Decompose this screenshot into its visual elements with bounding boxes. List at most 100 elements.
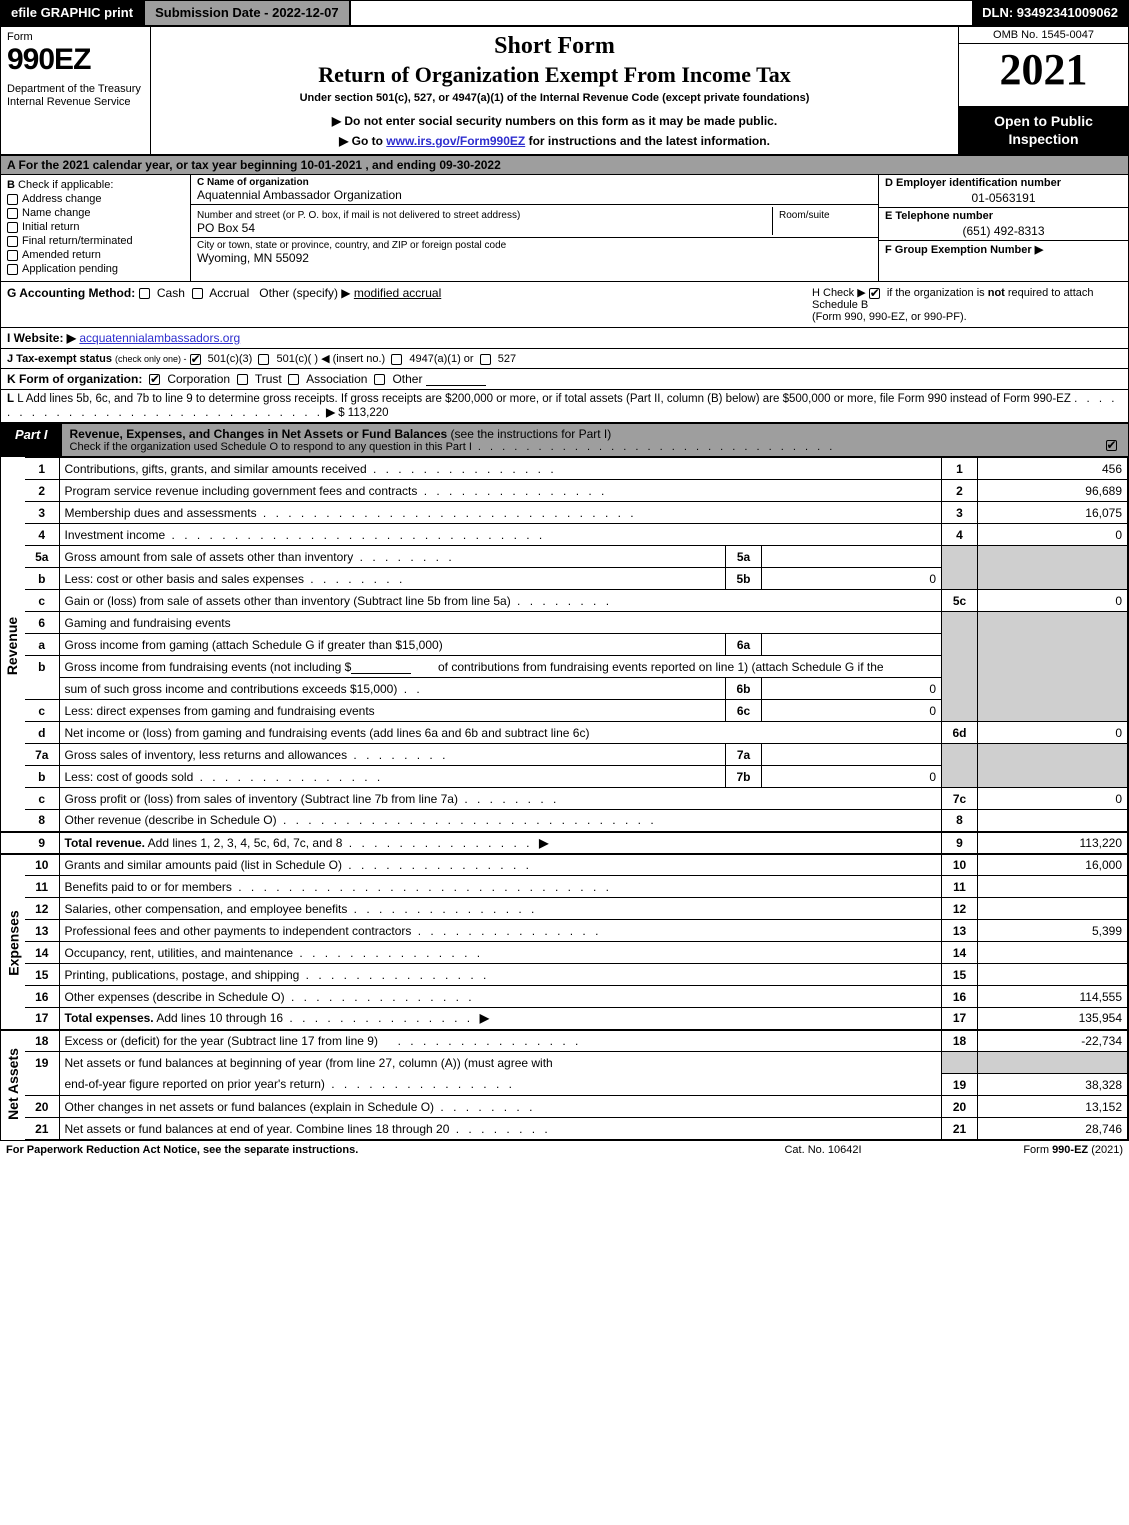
line-desc: Less: direct expenses from gaming and fu… xyxy=(65,704,375,718)
checkbox-icon[interactable] xyxy=(192,288,203,299)
line-value: 0 xyxy=(978,722,1128,744)
form-990ez-page: efile GRAPHIC print Submission Date - 20… xyxy=(0,0,1129,1141)
grey-cell xyxy=(978,744,1128,766)
line-rightnum: 17 xyxy=(942,1008,978,1030)
j-sub: (check only one) - xyxy=(115,354,187,364)
expenses-sidelabel: Expenses xyxy=(6,910,22,975)
line-desc: Other expenses (describe in Schedule O) xyxy=(65,990,285,1004)
line-desc: Net assets or fund balances at end of ye… xyxy=(65,1122,450,1136)
sub-value: 0 xyxy=(762,766,942,788)
line-desc: Gross amount from sale of assets other t… xyxy=(65,550,354,564)
grey-cell xyxy=(978,678,1128,700)
line-desc-bold: Total revenue. xyxy=(65,836,145,850)
line-num: 5a xyxy=(25,546,59,568)
part-i-tab: Part I xyxy=(1,424,62,456)
line-num: 20 xyxy=(25,1096,59,1118)
grey-cell xyxy=(942,612,978,634)
g-accrual: Accrual xyxy=(209,286,249,300)
checkbox-checked-icon[interactable] xyxy=(190,354,201,365)
line-rightnum: 14 xyxy=(942,942,978,964)
line-desc-bold: Total expenses. xyxy=(65,1011,154,1025)
sub-num: 6a xyxy=(726,634,762,656)
checkbox-checked-icon[interactable] xyxy=(1106,440,1117,451)
line-num: 16 xyxy=(25,986,59,1008)
table-row: 21 Net assets or fund balances at end of… xyxy=(1,1118,1128,1140)
department-label: Department of the Treasury Internal Reve… xyxy=(7,83,144,109)
table-row: 4 Investment income . . . . . . . . . . … xyxy=(1,524,1128,546)
line-value: 0 xyxy=(978,590,1128,612)
line-desc-2: of contributions from fundraising events… xyxy=(438,660,884,674)
table-row: 6 Gaming and fundraising events xyxy=(1,612,1128,634)
k-trust: Trust xyxy=(255,372,282,386)
top-bar: efile GRAPHIC print Submission Date - 20… xyxy=(1,1,1128,27)
k-other-input[interactable] xyxy=(426,374,486,386)
table-row: b Less: cost or other basis and sales ex… xyxy=(1,568,1128,590)
checkbox-icon[interactable] xyxy=(7,222,18,233)
checkbox-icon[interactable] xyxy=(237,374,248,385)
ssn-warning: ▶ Do not enter social security numbers o… xyxy=(161,114,948,128)
line-rightnum: 16 xyxy=(942,986,978,1008)
sub-value xyxy=(762,546,942,568)
arrow-icon: ▶ xyxy=(539,836,548,850)
checkbox-checked-icon[interactable] xyxy=(149,374,160,385)
line-num: 17 xyxy=(25,1008,59,1030)
checkbox-icon[interactable] xyxy=(374,374,385,385)
grey-cell xyxy=(942,700,978,722)
form-reference: Form 990-EZ (2021) xyxy=(923,1144,1123,1156)
grey-cell xyxy=(978,700,1128,722)
contrib-input[interactable] xyxy=(351,662,411,674)
checkbox-icon[interactable] xyxy=(480,354,491,365)
checkbox-icon[interactable] xyxy=(391,354,402,365)
table-row: Expenses 10 Grants and similar amounts p… xyxy=(1,854,1128,876)
checkbox-icon[interactable] xyxy=(288,374,299,385)
row-g-h: G Accounting Method: Cash Accrual Other … xyxy=(1,282,1128,328)
checkbox-icon[interactable] xyxy=(7,250,18,261)
line-rightnum: 2 xyxy=(942,480,978,502)
checkbox-checked-icon[interactable] xyxy=(869,288,880,299)
line-desc: Membership dues and assessments xyxy=(65,506,257,520)
checkbox-icon[interactable] xyxy=(7,236,18,247)
line-value xyxy=(978,876,1128,898)
line-num: 1 xyxy=(25,458,59,480)
sub-value xyxy=(762,634,942,656)
line-desc: Occupancy, rent, utilities, and maintena… xyxy=(65,946,294,960)
line-rightnum: 11 xyxy=(942,876,978,898)
part-i-checkbox-cell xyxy=(1098,424,1128,456)
line-desc: Excess or (deficit) for the year (Subtra… xyxy=(65,1034,378,1048)
line-desc: Investment income xyxy=(65,528,166,542)
line-rightnum: 1 xyxy=(942,458,978,480)
line-desc: Grants and similar amounts paid (list in… xyxy=(65,858,342,872)
sub-num: 5a xyxy=(726,546,762,568)
topbar-spacer xyxy=(351,1,973,25)
sub-value: 0 xyxy=(762,568,942,590)
table-row: 11 Benefits paid to or for members . . .… xyxy=(1,876,1128,898)
line-num: d xyxy=(25,722,59,744)
line-rightnum: 3 xyxy=(942,502,978,524)
section-b-through-f: B Check if applicable: Address change Na… xyxy=(1,175,1128,282)
table-row: Revenue 1 Contributions, gifts, grants, … xyxy=(1,458,1128,480)
part-i-table: Revenue 1 Contributions, gifts, grants, … xyxy=(1,457,1128,1140)
checkbox-icon[interactable] xyxy=(258,354,269,365)
checkbox-icon[interactable] xyxy=(7,194,18,205)
chk-label: Address change xyxy=(22,193,102,205)
arrow-icon: ▶ xyxy=(326,407,335,419)
dln-label: DLN: 93492341009062 xyxy=(972,1,1128,25)
line-desc: Printing, publications, postage, and shi… xyxy=(65,968,300,982)
checkbox-icon[interactable] xyxy=(139,288,150,299)
irs-link[interactable]: www.irs.gov/Form990EZ xyxy=(386,134,525,148)
line-value xyxy=(978,964,1128,986)
line-num: 21 xyxy=(25,1118,59,1140)
table-row: b Less: cost of goods sold . . . . . . .… xyxy=(1,766,1128,788)
h-text2: if the organization is xyxy=(884,287,988,299)
line-rightnum: 7c xyxy=(942,788,978,810)
checkbox-icon[interactable] xyxy=(7,208,18,219)
city-value: Wyoming, MN 55092 xyxy=(197,251,872,265)
k-other: Other xyxy=(392,372,422,386)
line-num: 7a xyxy=(25,744,59,766)
checkbox-icon[interactable] xyxy=(7,264,18,275)
website-link[interactable]: acquatennialambassadors.org xyxy=(79,331,240,345)
open-to-public: Open to Public Inspection xyxy=(959,106,1128,154)
line-rightnum: 21 xyxy=(942,1118,978,1140)
k-corp: Corporation xyxy=(167,372,230,386)
line-num: b xyxy=(25,568,59,590)
